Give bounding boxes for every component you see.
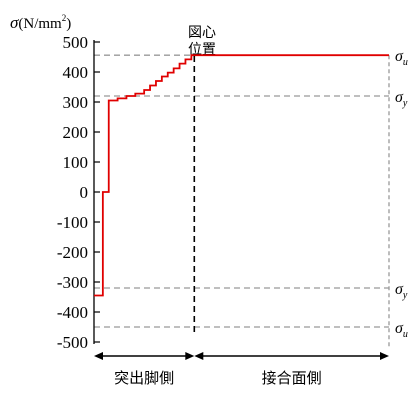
region-arrow (194, 352, 389, 360)
reference-label-symbol: σ (395, 89, 404, 106)
y-tick-label: -400 (57, 303, 88, 322)
y-tick-label: -500 (57, 333, 88, 352)
region-arrow-head-right (185, 352, 195, 360)
y-axis-label: σ(N/mm2) (10, 13, 71, 32)
y-tick-label: 400 (63, 63, 89, 82)
reference-label: σy (395, 281, 408, 301)
y-tick-label: 300 (63, 93, 89, 112)
y-tick-label: 500 (63, 33, 89, 52)
region-arrow-head-left (94, 352, 103, 360)
region-arrow (94, 352, 195, 360)
centroid-label-line1: 図心 (188, 25, 216, 41)
centroid-label-line2: 位置 (188, 42, 216, 58)
reference-label-symbol: σ (395, 281, 404, 298)
y-tick-label: 200 (63, 123, 89, 142)
reference-label-symbol: σ (395, 320, 404, 337)
reference-label-subscript: u (403, 329, 408, 340)
reference-label-subscript: y (402, 98, 408, 109)
reference-label: σu (395, 320, 408, 340)
region-arrow-head-left (194, 352, 204, 360)
y-axis-label-symbol: σ (10, 13, 19, 32)
reference-label-subscript: u (403, 57, 408, 68)
y-tick-label: -300 (57, 273, 88, 292)
stress-series-line (94, 54, 389, 297)
y-axis-label-close: ) (66, 16, 71, 32)
reference-label-symbol: σ (395, 48, 404, 65)
region-arrow-head-right (380, 352, 389, 360)
reference-label-subscript: y (402, 290, 408, 301)
y-tick-label: -100 (57, 213, 88, 232)
region-label: 突出脚側 (114, 369, 174, 387)
y-tick-label: -200 (57, 243, 88, 262)
y-tick-label: 100 (63, 153, 89, 172)
reference-label: σu (395, 48, 408, 68)
y-axis: 500 400 300 200 100 0 -100 -200 -300 -400 -500 (57, 33, 100, 352)
region-label: 接合面側 (262, 369, 322, 387)
reference-label: σy (395, 89, 408, 109)
y-axis-label-superscript: 2 (62, 13, 67, 23)
bottom-regions: 突出脚側 接合面側 (94, 352, 389, 387)
y-tick-label: 0 (80, 183, 89, 202)
series-layer (94, 54, 389, 297)
y-axis-label-unit: (N/mm (18, 16, 62, 32)
